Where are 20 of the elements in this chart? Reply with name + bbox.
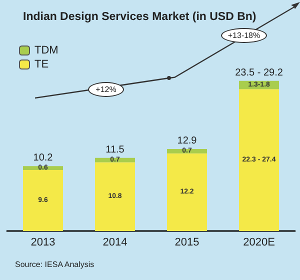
legend-label: TE: [34, 58, 49, 70]
bar: [95, 162, 135, 231]
annotation: +12%: [88, 82, 124, 97]
x-tick-label: 2020E: [243, 236, 275, 248]
legend-label: TDM: [34, 44, 58, 56]
bar: [23, 170, 63, 231]
chart-title: Indian Design Services Market (in USD Bn): [23, 11, 256, 23]
x-tick-label: 2015: [174, 236, 200, 248]
x-tick-label: 2013: [30, 236, 56, 248]
source-note: Source: IESA Analysis: [15, 260, 94, 269]
x-tick-label: 2014: [102, 236, 128, 248]
bar: [167, 153, 207, 231]
bar: [239, 89, 279, 231]
text: +13-18%: [221, 28, 267, 43]
total-label: 23.5 - 29.2: [235, 67, 284, 78]
total-label: 10.2: [33, 152, 54, 164]
total-label: 12.9: [177, 135, 198, 146]
bar: [167, 148, 207, 154]
bar: [95, 158, 135, 162]
total-label: 11.5: [106, 144, 125, 156]
